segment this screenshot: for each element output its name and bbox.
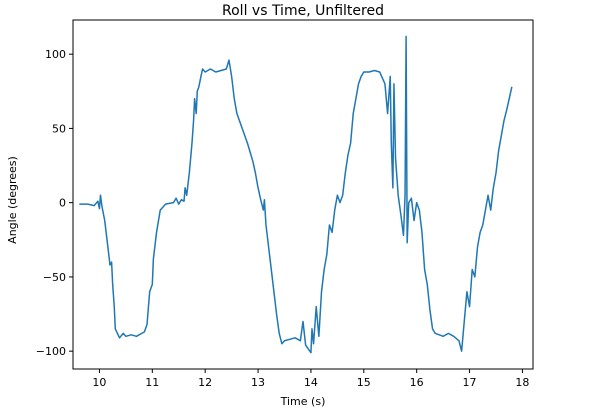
plot-frame: [72, 19, 534, 370]
x-tick-label: 16: [410, 376, 424, 389]
x-tick-label: 11: [145, 376, 159, 389]
y-tick-label: −100: [36, 345, 66, 358]
x-axis-label: Time (s): [280, 395, 326, 408]
x-axis-ticks: 10 11 12 13 14 15 16 17 18: [92, 369, 529, 389]
x-tick-label: 13: [251, 376, 265, 389]
x-tick-label: 17: [463, 376, 477, 389]
x-tick-label: 18: [515, 376, 529, 389]
series-line-0: [79, 35, 513, 354]
x-tick-label: 14: [304, 376, 318, 389]
y-tick-label: 0: [59, 197, 66, 210]
y-tick-label: 100: [45, 48, 66, 61]
series-layer: [79, 35, 513, 354]
x-tick-label: 10: [92, 376, 106, 389]
y-axis-ticks: −100 −50 0 50 100: [36, 48, 73, 358]
chart-title: Roll vs Time, Unfiltered: [222, 3, 384, 19]
x-tick-label: 12: [198, 376, 212, 389]
y-tick-label: −50: [43, 271, 66, 284]
y-axis-label: Angle (degrees): [6, 156, 19, 244]
y-tick-label: 50: [52, 122, 66, 135]
x-tick-label: 15: [357, 376, 371, 389]
